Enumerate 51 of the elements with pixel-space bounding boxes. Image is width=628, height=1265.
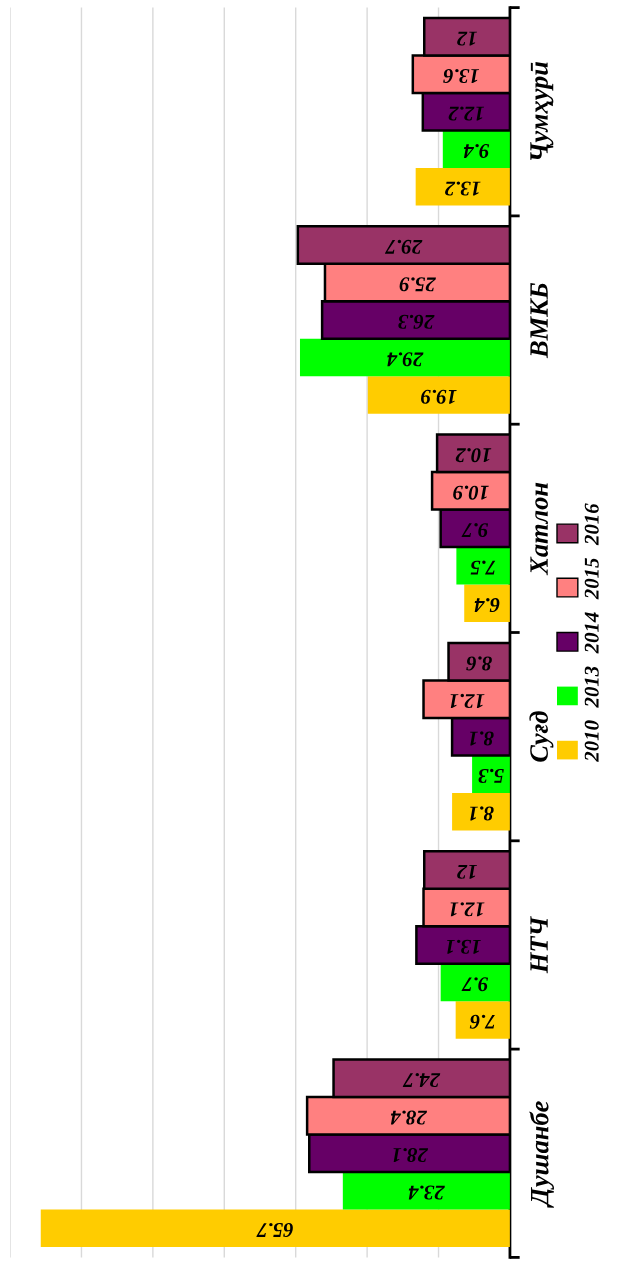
data-label: 8.1	[470, 731, 494, 746]
legend-label: 2010	[584, 720, 599, 762]
data-label: 23.4	[408, 1185, 445, 1200]
data-label: 65.7	[256, 1222, 293, 1238]
y-tick-label: Хатлон	[530, 482, 548, 576]
data-label: 13.2	[445, 181, 481, 196]
bar	[299, 338, 510, 377]
data-label: 9.4	[463, 143, 490, 159]
bar	[367, 376, 510, 414]
data-label: 5.3	[478, 768, 504, 783]
data-label: 26.3	[398, 314, 435, 329]
data-label: 28.4	[390, 1110, 428, 1125]
data-label: 7.6	[469, 1014, 495, 1029]
data-label: 10.9	[453, 485, 489, 500]
data-label: 12	[457, 864, 478, 879]
y-tick-label: ВМКБ	[530, 282, 548, 359]
data-label: 7.5	[470, 560, 496, 575]
y-tick-label: Ҷумҳурӣ	[530, 61, 554, 160]
legend-label: 2015	[584, 558, 599, 600]
bar	[456, 547, 510, 585]
data-label: 10.2	[455, 448, 492, 463]
data-label: 6.4	[474, 598, 500, 613]
data-label: 13.6	[443, 68, 480, 84]
data-label: 9.7	[461, 523, 489, 538]
y-tick-label: НТЧ	[530, 916, 548, 974]
bar	[40, 1209, 510, 1247]
bar	[342, 1172, 510, 1210]
bar	[415, 167, 510, 206]
data-label: 25.9	[399, 277, 436, 292]
data-label: 13.1	[447, 939, 481, 954]
data-label: 12.1	[450, 902, 485, 917]
data-label: 12.2	[448, 106, 485, 121]
data-label: 12.1	[450, 693, 485, 708]
legend-label: 2014	[584, 612, 599, 654]
data-label: 29.4	[387, 352, 424, 367]
data-label: 9.7	[461, 977, 489, 992]
data-label: 8.1	[470, 806, 494, 821]
bar	[464, 584, 510, 623]
bar	[452, 792, 510, 831]
data-label: 19.9	[421, 389, 457, 404]
y-tick-label: Суғд	[529, 711, 554, 762]
data-label: 28.1	[393, 1147, 429, 1163]
data-label: 12	[457, 31, 478, 46]
data-label: 8.6	[466, 656, 492, 671]
data-label: 24.7	[402, 1072, 441, 1088]
legend-label: 2013	[584, 666, 599, 708]
bar	[440, 963, 510, 1002]
data-label: 29.7	[384, 239, 423, 254]
y-tick-label: Душанбе	[529, 1101, 554, 1208]
legend-label: 2016	[584, 503, 599, 546]
bar	[455, 1001, 510, 1039]
